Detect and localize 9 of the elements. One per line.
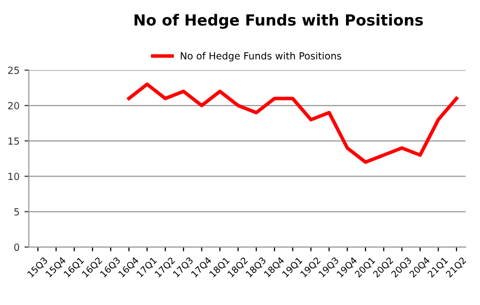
y-tick-label: 5: [14, 208, 19, 216]
chart-title: No of Hedge Funds with Positions: [134, 14, 423, 29]
line-series: [127, 82, 458, 164]
y-tick-label: 0: [14, 244, 20, 251]
y-tick-label: 10: [8, 172, 20, 180]
y-tick-label: 15: [8, 138, 19, 145]
y-tick-label: 25: [8, 66, 19, 74]
y-tick-label: 20: [8, 102, 20, 110]
legend-label: No of Hedge Funds with Positions: [180, 52, 342, 62]
